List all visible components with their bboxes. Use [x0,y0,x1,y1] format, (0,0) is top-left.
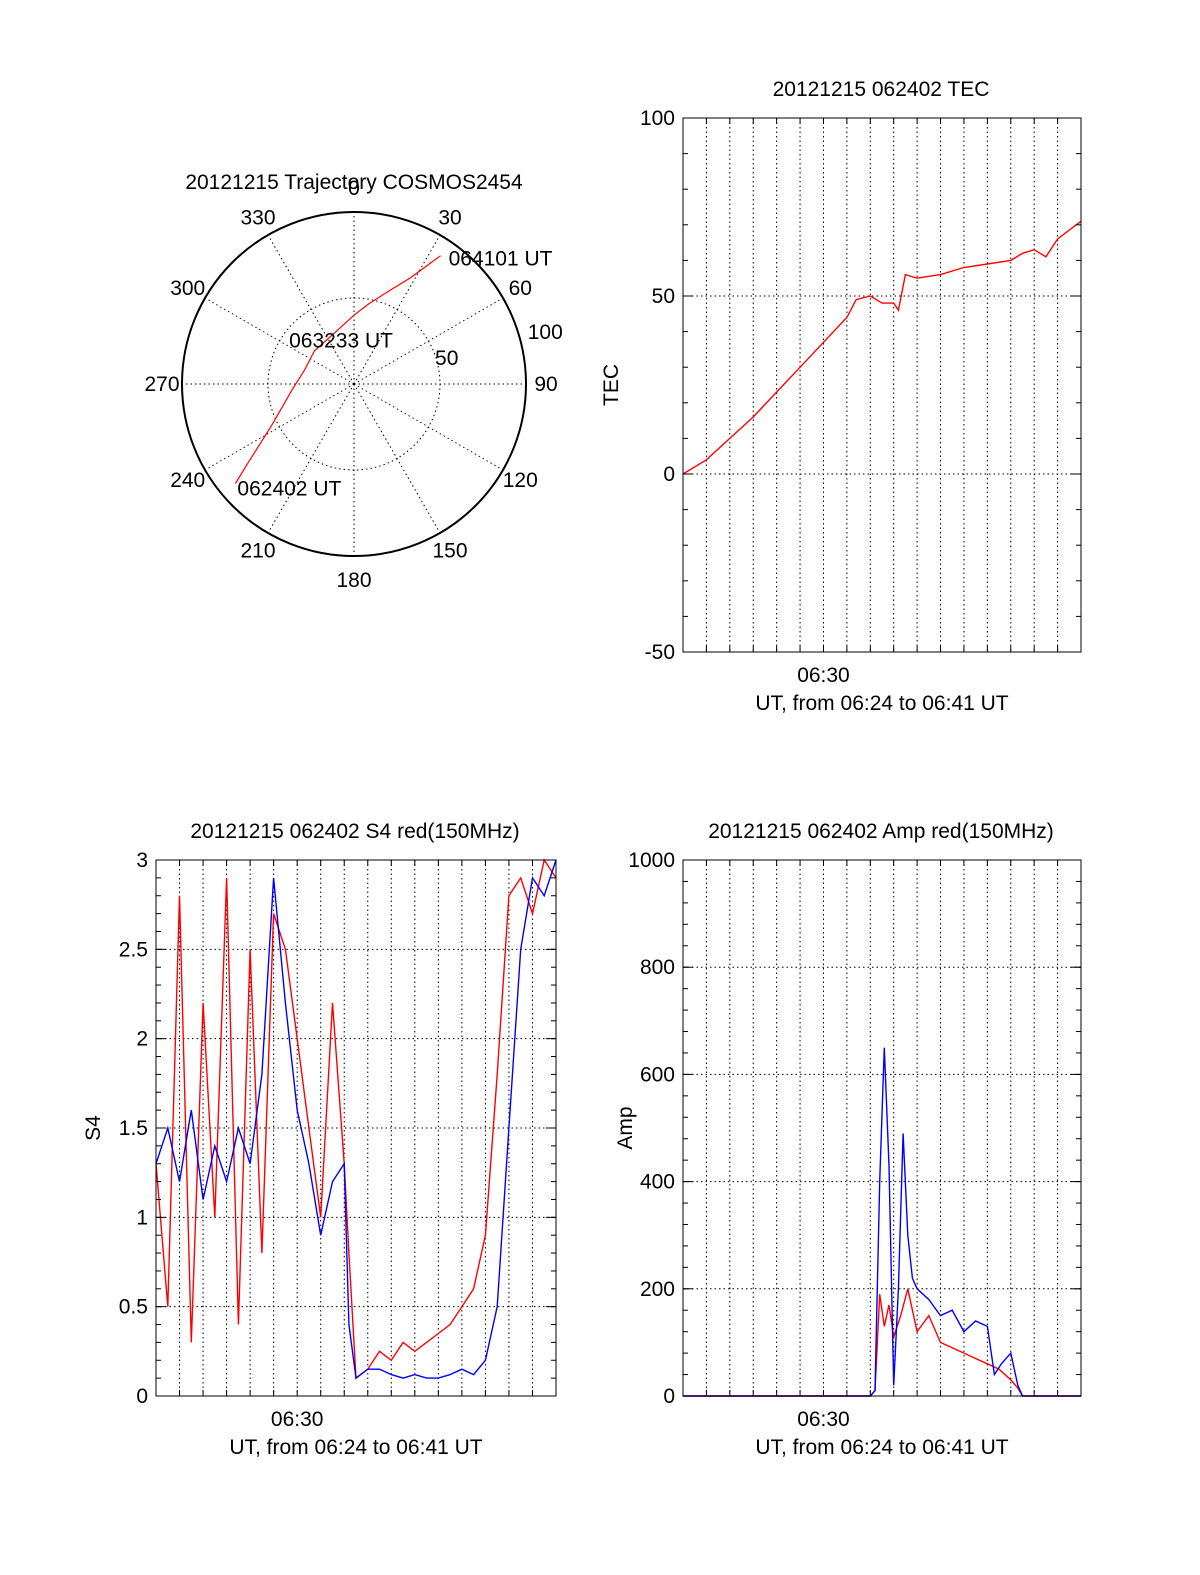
y-tick-label: 2 [136,1028,148,1051]
trajectory-time-label: 062402 UT [237,478,341,501]
trajectory-time-label: 063233 UT [289,329,393,352]
polar-azimuth-label: 0 [348,177,360,200]
polar-azimuth-label: 60 [509,277,532,300]
tec-series [682,220,1082,475]
y-tick-label: 0 [663,463,675,486]
y-tick-label: 400 [640,1171,675,1194]
y-tick-label: 50 [652,285,675,308]
s4-series-blue [155,859,557,1380]
amp-series [683,1047,1081,1397]
s4-y-axis-label: S4 [82,1115,105,1141]
s4-series [155,858,557,1380]
polar-spoke [353,234,441,385]
polar-ring-labels: 50 100 [435,321,563,370]
s4-chart: 20121215 062402 S4 red(150MHz) 0 0.5 1 1.5 2… [82,820,557,1459]
polar-grid [181,211,527,557]
polar-spoke [353,383,441,534]
y-tick-label: 100 [640,107,675,130]
tec-y-axis-label: TEC [600,364,623,406]
polar-spoke [353,383,504,471]
tec-ticks: -50 0 50 100 06:30 [640,107,1081,687]
amp-ticks: 0 200 400 600 800 1000 06:30 [628,849,1081,1431]
polar-azimuth-label: 150 [432,539,467,562]
y-tick-label: 800 [640,956,675,979]
polar-spoke [204,383,355,471]
polar-azimuth-label: 210 [240,539,275,562]
polar-azimuth-label: 180 [336,569,371,592]
amp-y-axis-label: Amp [614,1106,637,1149]
x-tick-label: 06:30 [797,1408,850,1431]
polar-spoke [204,297,355,385]
y-tick-label: 1000 [628,849,675,872]
polar-azimuth-label: 120 [503,469,538,492]
s4-title: 20121215 062402 S4 red(150MHz) [190,820,519,843]
amp-title: 20121215 062402 Amp red(150MHz) [708,820,1054,843]
polar-spoke [267,234,355,385]
polar-azimuth-label: 300 [170,277,205,300]
y-tick-label: 0 [663,1385,675,1408]
polar-azimuth-labels: 0 30 60 90 120 150 180 210 240 270 300 330 [144,177,557,592]
y-tick-label: 0 [136,1385,148,1408]
polar-spoke [353,297,504,385]
polar-azimuth-label: 270 [144,373,179,396]
y-tick-label: 1 [136,1206,148,1229]
y-tick-label: -50 [645,641,675,664]
y-tick-label: 600 [640,1063,675,1086]
y-tick-label: 0.5 [119,1296,148,1319]
tec-grid [683,118,1081,652]
s4-x-axis-label: UT, from 06:24 to 06:41 UT [229,1436,482,1459]
polar-ring-label: 50 [435,347,458,370]
tec-chart: 20121215 062402 TEC -50 0 50 100 06:30 TEC U… [600,78,1082,715]
y-tick-label: 1.5 [119,1117,148,1140]
y-tick-label: 2.5 [119,938,148,961]
trajectory-line [234,255,441,484]
polar-spoke [267,383,355,534]
polar-azimuth-label: 240 [170,469,205,492]
trajectory-polar-plot: 20121215 Trajectory COSMOS2454 0 30 60 90 12… [144,171,562,592]
trajectory-time-labels: 064101 UT 063233 UT 062402 UT [237,248,552,501]
amp-series-red [683,1288,1081,1397]
polar-azimuth-label: 90 [534,373,557,396]
polar-azimuth-label: 330 [240,207,275,230]
s4-series-red [155,858,557,1380]
polar-azimuth-label: 30 [438,207,461,230]
x-tick-label: 06:30 [797,664,850,687]
tec-title: 20121215 062402 TEC [773,78,990,101]
amp-chart: 20121215 062402 Amp red(150MHz) 0 200 400 6… [614,820,1082,1459]
s4-grid [156,860,556,1396]
tec-series-red [682,220,1082,475]
polar-title: 20121215 Trajectory COSMOS2454 [185,171,523,194]
y-tick-label: 3 [136,849,148,872]
trajectory-time-label: 064101 UT [449,248,553,271]
polar-ring-label: 100 [528,321,563,344]
y-tick-label: 200 [640,1278,675,1301]
x-tick-label: 06:30 [271,1408,324,1431]
s4-ticks: 0 0.5 1 1.5 2 2.5 3 06:30 [119,849,556,1431]
tec-plot-frame [682,117,1082,653]
amp-plot-frame [682,859,1082,1397]
tec-x-axis-label: UT, from 06:24 to 06:41 UT [755,692,1008,715]
amp-grid [683,860,1081,1396]
amp-x-axis-label: UT, from 06:24 to 06:41 UT [755,1436,1008,1459]
amp-series-blue [683,1047,1081,1397]
